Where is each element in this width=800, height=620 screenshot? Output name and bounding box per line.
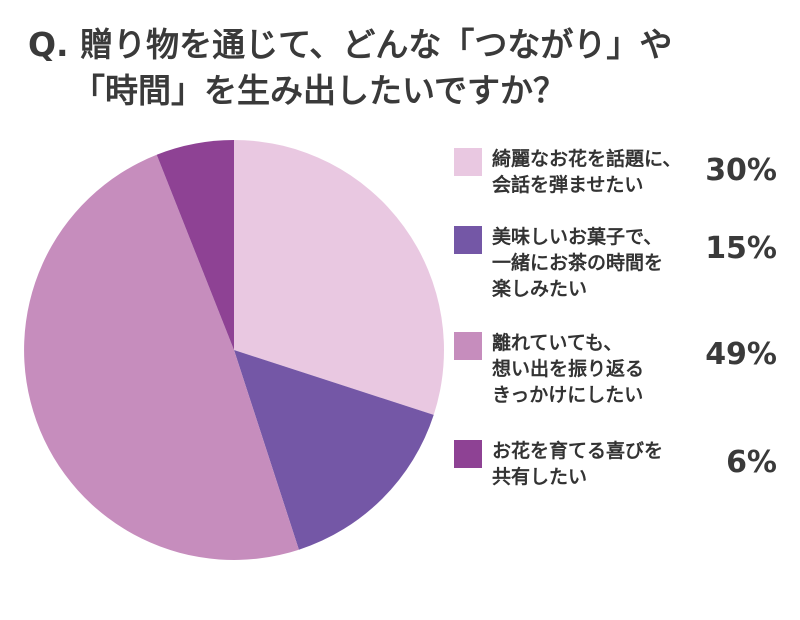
legend-label-3-line-1: 離れていても、	[492, 332, 623, 354]
legend: 綺麗なお花を話題に、 会話を弾ませたい 30% 美味しいお菓子で、 一緒にお茶の…	[452, 146, 787, 488]
legend-item-3: 離れていても、 想い出を振り返る きっかけにしたい 49%	[452, 330, 787, 430]
pie-slice-1	[234, 140, 444, 415]
chart-title: Q. 贈り物を通じて、どんな「つながり」や 「時間」を生み出したいですか？	[28, 22, 788, 114]
pie-chart	[24, 140, 444, 560]
legend-label-3: 離れていても、 想い出を振り返る きっかけにしたい	[492, 330, 707, 408]
legend-label-3-line-2: 想い出を振り返る	[492, 358, 645, 380]
legend-label-2-line-1: 美味しいお菓子で、	[492, 226, 663, 248]
legend-label-1: 綺麗なお花を話題に、 会話を弾ませたい	[492, 146, 707, 198]
legend-item-4: お花を育てる喜びを 共有したい 6%	[452, 438, 787, 508]
title-line-2: 「時間」を生み出したいですか？	[72, 71, 567, 110]
pie-slice-2	[234, 350, 434, 550]
pie-slice-3	[24, 154, 299, 560]
legend-swatch-3	[454, 332, 482, 360]
legend-label-3-line-3: きっかけにしたい	[492, 384, 644, 406]
legend-value-2: 15%	[705, 231, 777, 266]
legend-label-4-line-2: 共有したい	[492, 466, 588, 488]
legend-swatch-1	[454, 148, 482, 176]
legend-label-2-line-3: 楽しみたい	[492, 278, 588, 300]
legend-item-2: 美味しいお菓子で、 一緒にお茶の時間を 楽しみたい 15%	[452, 224, 787, 324]
legend-swatch-2	[454, 226, 482, 254]
legend-label-2-line-2: 一緒にお茶の時間を	[492, 252, 664, 274]
legend-label-1-line-2: 会話を弾ませたい	[492, 174, 644, 196]
legend-value-3: 49%	[705, 337, 777, 372]
title-line-1: Q. 贈り物を通じて、どんな「つながり」や	[28, 25, 673, 64]
legend-label-2: 美味しいお菓子で、 一緒にお茶の時間を 楽しみたい	[492, 224, 707, 302]
legend-label-1-line-1: 綺麗なお花を話題に、	[492, 148, 682, 170]
legend-item-1: 綺麗なお花を話題に、 会話を弾ませたい 30%	[452, 146, 787, 216]
legend-label-4-line-1: お花を育てる喜びを	[492, 440, 664, 462]
legend-swatch-4	[454, 440, 482, 468]
legend-label-4: お花を育てる喜びを 共有したい	[492, 438, 707, 490]
legend-value-4: 6%	[726, 445, 777, 480]
legend-value-1: 30%	[705, 153, 777, 188]
pie-slice-4	[156, 140, 234, 350]
